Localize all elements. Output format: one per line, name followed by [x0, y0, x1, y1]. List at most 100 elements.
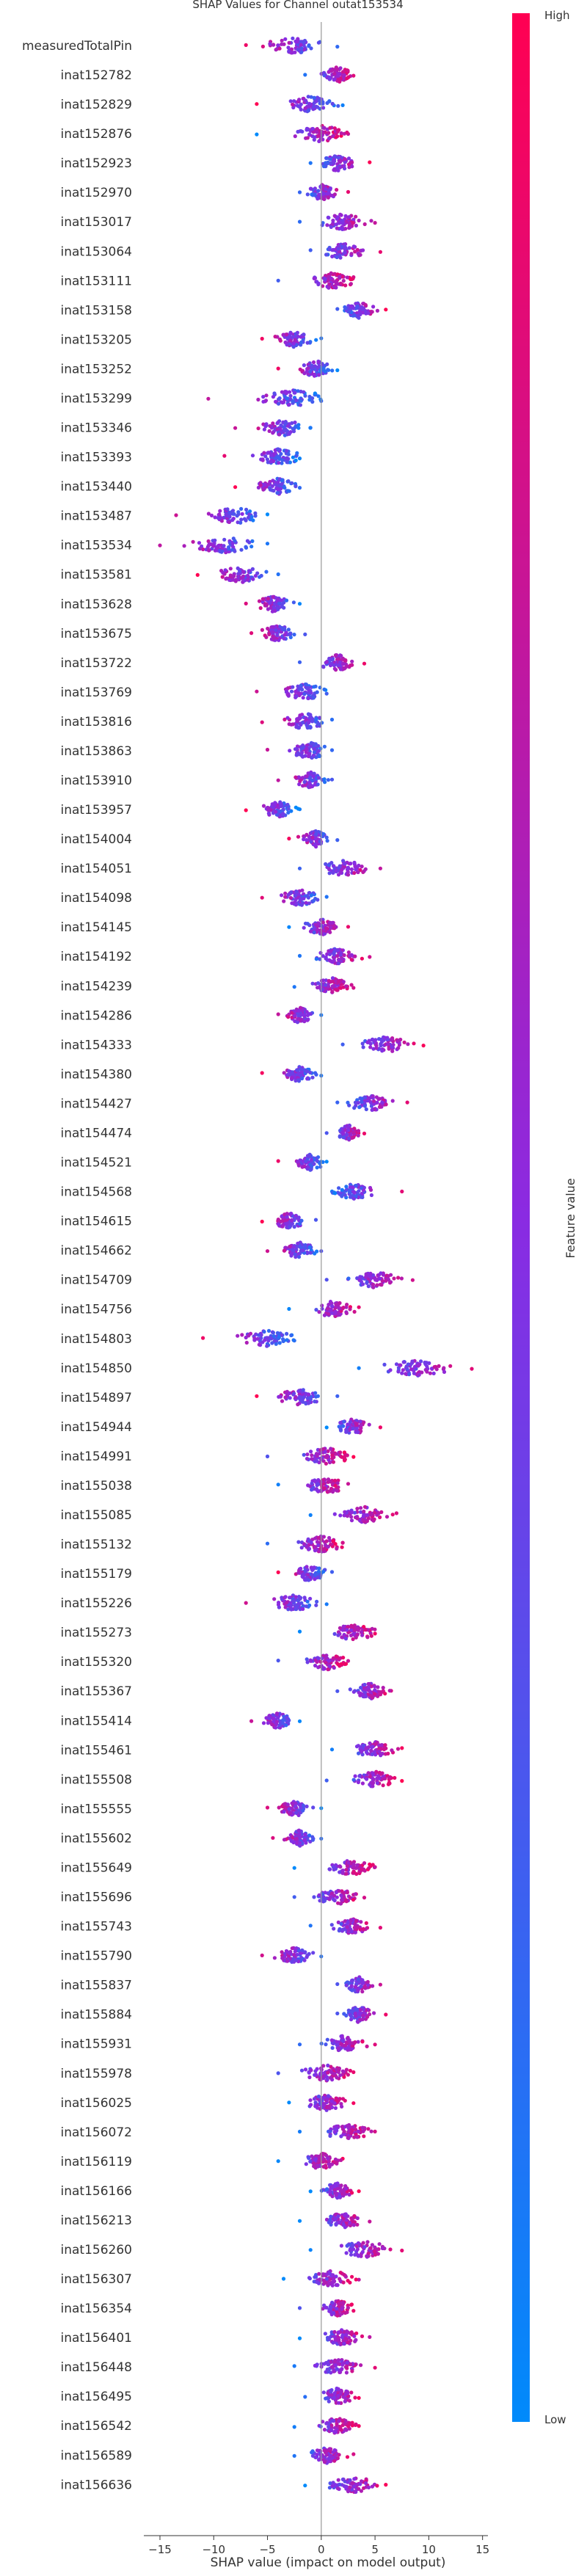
shap-point: [271, 1835, 275, 1840]
shap-point: [285, 1072, 291, 1077]
shap-point: [276, 1482, 280, 1487]
shap-point: [330, 989, 335, 994]
shap-point: [417, 1372, 421, 1377]
shap-point: [294, 694, 299, 699]
shap-point: [309, 893, 313, 898]
shap-point: [318, 716, 322, 720]
shap-point: [335, 368, 340, 373]
shap-point: [228, 567, 233, 571]
shap-point: [191, 539, 195, 544]
shap-point: [297, 219, 302, 224]
shap-point: [283, 895, 288, 899]
shap-point: [365, 1979, 370, 1984]
shap-point: [390, 1044, 394, 1049]
shap-point: [329, 661, 334, 666]
shap-point: [296, 834, 301, 839]
shap-point: [335, 1689, 340, 1693]
shap-point: [299, 1070, 304, 1074]
feature-label: inat154333: [61, 1038, 132, 1052]
shap-point: [407, 1372, 412, 1377]
shap-point: [276, 778, 280, 782]
feature-row: inat154098: [61, 888, 329, 907]
shap-point: [357, 1751, 361, 1755]
feature-row: inat153440: [61, 476, 302, 496]
feature-row: inat154333: [61, 1035, 426, 1053]
shap-point: [291, 1338, 296, 1342]
shap-point: [352, 870, 357, 876]
shap-point: [360, 1282, 365, 1287]
shap-point: [289, 809, 294, 813]
shap-point: [315, 280, 319, 284]
feature-points: [201, 1328, 296, 1348]
shap-point: [316, 928, 320, 932]
shap-point: [340, 274, 345, 279]
shap-point: [244, 507, 249, 512]
shap-point: [223, 547, 227, 552]
shap-point: [238, 520, 243, 525]
shap-point: [289, 1076, 294, 1080]
feature-points: [335, 1975, 383, 1994]
feature-points: [292, 976, 356, 994]
shap-point: [387, 1780, 392, 1785]
shap-point: [338, 1664, 342, 1668]
shap-point: [302, 332, 306, 337]
shap-point: [335, 188, 339, 192]
feature-row: inat153252: [61, 359, 340, 378]
shap-point: [321, 106, 326, 110]
feature-points: [249, 624, 307, 642]
shap-point: [281, 1337, 285, 1342]
shap-point: [282, 1071, 286, 1075]
shap-point: [233, 426, 238, 430]
shap-point: [294, 484, 298, 489]
shap-point: [283, 1595, 288, 1599]
shap-point: [382, 1776, 387, 1780]
shap-point: [343, 283, 348, 288]
shap-point: [336, 73, 340, 78]
shap-point: [276, 487, 280, 492]
feature-label: inat154897: [61, 1391, 132, 1405]
feature-label: inat155038: [61, 1479, 132, 1493]
shap-point: [377, 1037, 382, 1041]
shap-point: [340, 1194, 344, 1198]
shap-point: [288, 1811, 293, 1815]
shap-point: [291, 455, 295, 459]
shap-point: [371, 1771, 375, 1775]
shap-point: [378, 1425, 383, 1430]
shap-point: [339, 1893, 343, 1898]
shap-point: [315, 1599, 319, 1604]
feature-points: [297, 859, 383, 877]
shap-point: [271, 594, 275, 600]
shap-point: [398, 1363, 403, 1367]
shap-point: [351, 1130, 356, 1135]
shap-point: [291, 429, 296, 434]
shap-point: [330, 254, 335, 259]
shap-point: [341, 1424, 346, 1428]
shap-point: [373, 1631, 377, 1636]
feature-points: [244, 36, 340, 55]
shap-point: [354, 1423, 359, 1427]
shap-point: [271, 805, 275, 809]
shap-point: [269, 453, 274, 457]
shap-point: [344, 1871, 349, 1876]
shap-point: [303, 1832, 307, 1837]
shap-point: [238, 575, 243, 581]
feature-label: inat155132: [61, 1538, 132, 1552]
shap-point: [368, 1741, 372, 1745]
shap-point: [324, 1131, 329, 1135]
shap-point: [354, 2006, 358, 2012]
shap-point: [314, 1072, 318, 1077]
shap-point: [342, 1457, 346, 1461]
shap-point: [216, 516, 220, 520]
shap-point: [400, 1779, 404, 1783]
feature-label: inat155649: [61, 1860, 132, 1875]
shap-point: [285, 802, 290, 807]
shap-point: [313, 98, 318, 103]
feature-points: [276, 1005, 324, 1025]
shap-point: [309, 95, 313, 99]
shap-point: [364, 1750, 369, 1755]
feature-row: inat155273: [61, 1623, 377, 1642]
shap-point: [351, 1455, 356, 1459]
feature-points: [292, 1888, 367, 1906]
shap-point: [285, 716, 290, 720]
shap-point: [297, 1832, 302, 1836]
